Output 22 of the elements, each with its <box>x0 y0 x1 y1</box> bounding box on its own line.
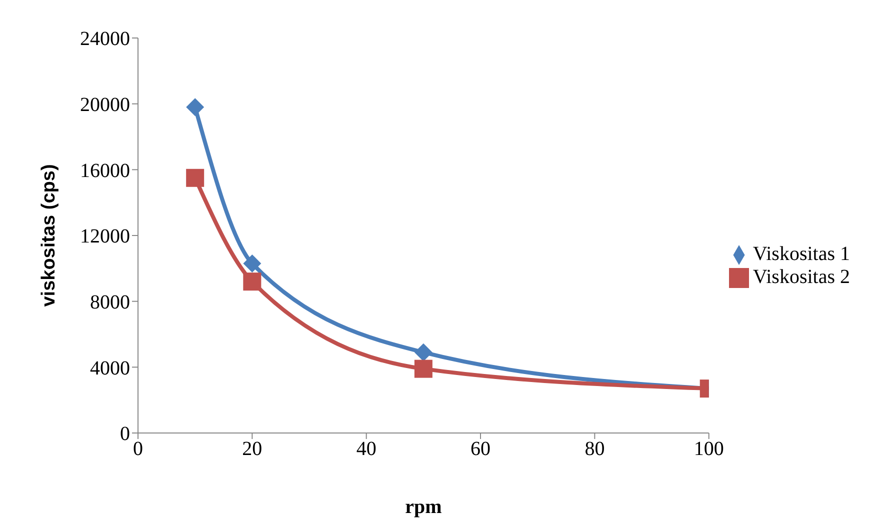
y-tick-label: 12000 <box>80 226 130 248</box>
point <box>243 272 262 291</box>
x-axis-title: rpm <box>405 496 442 518</box>
point <box>243 254 262 272</box>
point <box>414 343 432 362</box>
y-axis-title: viskositas (cps) <box>38 164 60 307</box>
point <box>186 168 204 187</box>
y-tick-label: 8000 <box>90 291 130 314</box>
y-tick-label: 24000 <box>80 28 130 50</box>
x-tick-label: 80 <box>584 438 605 460</box>
point <box>414 360 432 378</box>
x-tick-label: 40 <box>356 438 376 460</box>
y-tick-label: 0 <box>120 423 130 446</box>
y-tick-label: 16000 <box>80 160 130 182</box>
legend-label: Viskositas 1 <box>752 242 850 264</box>
legend-label: Viskositas 2 <box>752 266 850 288</box>
x-tick-label: 20 <box>242 438 262 460</box>
y-tick-label: 20000 <box>80 94 130 116</box>
x-tick-label: 100 <box>694 438 724 460</box>
x-tick-label: 60 <box>470 438 491 460</box>
y-tick-label: 4000 <box>90 357 130 380</box>
point <box>186 98 204 116</box>
